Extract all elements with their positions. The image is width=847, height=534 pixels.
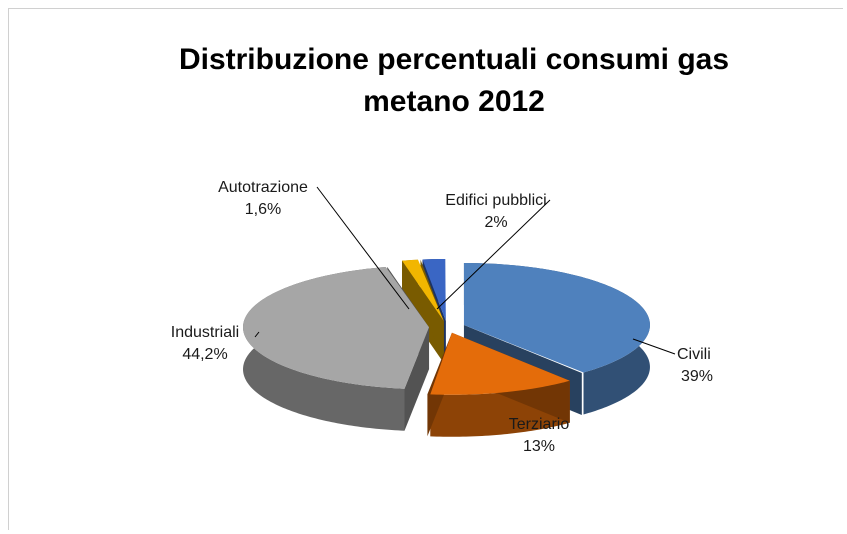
data-label-category-4: Edifici pubblici: [445, 192, 546, 209]
leader-line-3: [316, 186, 410, 310]
slice-edge-3-0: [402, 260, 444, 364]
pie-chart: Distribuzione percentuali consumi gas me…: [171, 43, 729, 455]
data-label-value-3: 1,6%: [245, 201, 281, 218]
data-label-category-1: Terziario: [509, 416, 570, 433]
slice-autotrazione: [402, 259, 444, 322]
data-label-value-2: 44,2%: [182, 346, 227, 363]
data-label-category-3: Autotrazione: [218, 179, 308, 196]
label-group: Civili 39% Terziario 13% Industriali 44,2% Aut…: [171, 179, 713, 455]
data-label-category-0: Civili: [677, 346, 711, 363]
slice-terziario: [430, 332, 570, 395]
leader-line-4: [436, 199, 551, 310]
pie-group: [243, 259, 650, 437]
data-label-value-1: 13%: [523, 438, 555, 455]
chart-title-line-1: Distribuzione percentuali consumi gas: [179, 43, 729, 76]
slice-industriali: [243, 266, 430, 389]
data-label-category-2: Industriali: [171, 324, 239, 341]
chart-area: Distribuzione percentuali consumi gas me…: [8, 8, 843, 530]
chart-title-line-2: metano 2012: [363, 85, 545, 118]
leader-line-2: [254, 331, 260, 338]
slice-civili: [463, 262, 650, 373]
data-label-value-4: 2%: [484, 214, 507, 231]
leader-line-0: [632, 338, 676, 355]
data-label-value-0: 39%: [681, 368, 713, 385]
